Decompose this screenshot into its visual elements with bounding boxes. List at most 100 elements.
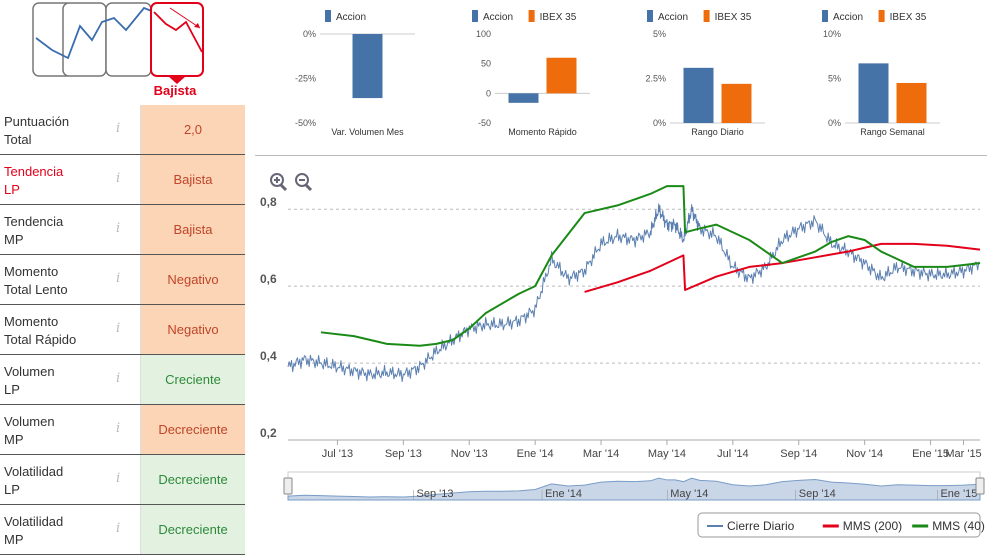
info-icon[interactable]: i [116, 221, 121, 236]
legend-label: Accion [658, 12, 688, 23]
chart-title: Rango Semanal [860, 127, 925, 137]
trend-line-red [153, 11, 203, 53]
info-icon[interactable]: i [116, 521, 121, 536]
info-icon[interactable]: i [116, 271, 121, 286]
navigator-handle-right[interactable] [975, 477, 985, 495]
indicator-table: Puntuación Total i 2,0 Tendencia LP i Bajista… [0, 105, 245, 555]
y-tick-label: 50 [481, 59, 491, 69]
zoom-in-icon[interactable] [270, 173, 288, 192]
bar-accion [683, 67, 714, 123]
indicator-label: Volatilidad MP [4, 514, 64, 547]
bar-accion [858, 63, 889, 123]
zoom-out-lens [295, 173, 309, 187]
indicator-label-cell: Volatilidad MP i [0, 505, 141, 554]
navigator-label: Sep '13 [417, 488, 454, 500]
x-tick-label: Jul '14 [717, 448, 748, 460]
bar-accion [508, 93, 539, 103]
indicator-value: Decreciente [141, 505, 245, 554]
y-tick-label: -50 [478, 118, 491, 128]
y-tick-label: -25% [295, 74, 316, 84]
indicator-row: Volumen LP i Creciente [0, 355, 245, 405]
bajista-pointer [168, 76, 186, 84]
trend-icons [32, 2, 204, 84]
indicator-label: Tendencia LP [4, 164, 64, 197]
y-tick-label: 100 [476, 29, 491, 39]
chart-title: Momento Rápido [508, 127, 577, 137]
zoom-in-handle [279, 183, 288, 192]
legend-swatch [878, 10, 885, 22]
y-tick-label: 0,2 [260, 426, 277, 440]
y-tick-label: 0% [653, 118, 666, 128]
indicator-label-cell: Volumen MP i [0, 405, 141, 454]
indicator-label-cell: Tendencia MP i [0, 205, 141, 254]
info-icon[interactable]: i [116, 321, 121, 336]
zoom-in-lens [270, 173, 284, 187]
y-tick-label: -50% [295, 118, 316, 128]
mini-chart-1: Accion 0% -25% -50% Var. Volumen Mes [295, 10, 415, 137]
legend-label: IBEX 35 [540, 12, 577, 23]
y-tick-label: 0,4 [260, 349, 277, 363]
bar-accion [352, 34, 383, 99]
info-icon[interactable]: i [116, 121, 121, 136]
x-tick-label: Mar '14 [583, 448, 619, 460]
info-icon[interactable]: i [116, 471, 121, 486]
x-tick-label: Sep '13 [385, 448, 422, 460]
legend-label: IBEX 35 [715, 12, 752, 23]
info-icon[interactable]: i [116, 421, 121, 436]
indicator-label-cell: Volumen LP i [0, 355, 141, 404]
bar-ibex-35 [546, 57, 577, 94]
y-tick-label: 0,8 [260, 195, 277, 209]
legend-item[interactable]: MMS (200) [822, 519, 902, 533]
y-tick-label: 0 [486, 88, 491, 98]
indicator-row: Volatilidad MP i Decreciente [0, 505, 245, 555]
info-icon[interactable]: i [116, 171, 121, 186]
x-tick-label: Nov '14 [846, 448, 883, 460]
indicator-label-cell: Tendencia LP i [0, 155, 141, 204]
price-chart[interactable]: 0,2 0,4 0,6 0,8 Jul '13 Sep '13 Nov '13 Ene '14… [255, 160, 987, 555]
indicator-label-cell: Momento Total Lento i [0, 255, 141, 304]
indicator-label: Puntuación Total [4, 114, 70, 147]
legend-label: Accion [483, 12, 513, 23]
legend-frame [697, 512, 981, 538]
trend-line-blue [35, 6, 155, 60]
chart-title: Var. Volumen Mes [331, 127, 404, 137]
x-tick-label: Jul '13 [322, 448, 353, 460]
trend-box-3 [105, 2, 152, 77]
zoom-out-icon[interactable] [295, 173, 313, 192]
indicator-row: Puntuación Total i 2,0 [0, 105, 245, 155]
y-tick-label: 5% [653, 29, 666, 39]
trend-arrow-shaft [169, 7, 201, 29]
legend-swatch [472, 10, 478, 22]
info-icon[interactable]: i [116, 371, 121, 386]
indicator-value: Decreciente [141, 405, 245, 454]
indicator-label-cell: Volatilidad LP i [0, 455, 141, 504]
indicator-row: Momento Total Rápido i Negativo [0, 305, 245, 355]
x-tick-label: Nov '13 [451, 448, 488, 460]
navigator-label: Sep '14 [799, 488, 836, 500]
indicator-label: Momento Total Rápido [4, 314, 77, 347]
indicator-value: Bajista [141, 155, 245, 204]
navigator-handle-left[interactable] [283, 477, 293, 495]
indicator-row: Volatilidad LP i Decreciente [0, 455, 245, 505]
legend-swatch [647, 10, 653, 22]
chart-legend: Cierre Diario MMS (200) MMS (40) [697, 512, 985, 538]
indicator-label: Volumen LP [4, 364, 55, 397]
legend-item[interactable]: Cierre Diario [707, 519, 795, 533]
legend-label: MMS (200) [843, 519, 902, 533]
legend-swatch [822, 10, 828, 22]
section-divider [255, 155, 987, 156]
indicator-label: Volumen MP [4, 414, 55, 447]
mini-bar-charts: Accion 0% -25% -50% Var. Volumen Mes Accion IB… [295, 10, 940, 137]
legend-label: IBEX 35 [890, 12, 927, 23]
legend-label: Accion [336, 12, 366, 23]
navigator-label: Ene '14 [545, 488, 582, 500]
y-tick-label: 5% [828, 74, 841, 84]
zoom-out-handle [304, 183, 313, 192]
bar-ibex-35 [721, 83, 752, 123]
chart-title: Rango Diario [691, 127, 744, 137]
legend-item[interactable]: MMS (40) [912, 519, 985, 533]
navigator-area [287, 477, 981, 501]
trend-widget [30, 0, 210, 102]
y-tick-label: 10% [823, 29, 841, 39]
legend-swatch [528, 10, 535, 22]
